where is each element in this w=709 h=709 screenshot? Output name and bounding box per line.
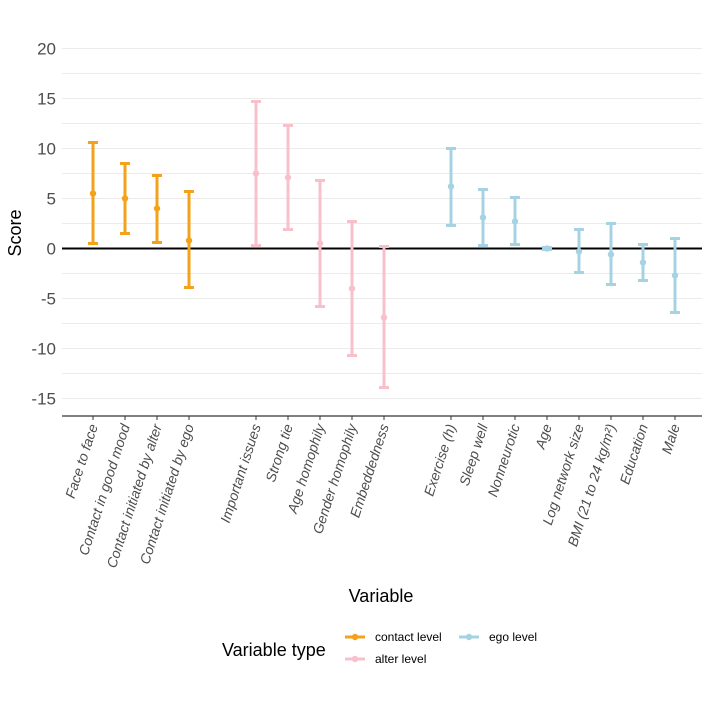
error-bar — [379, 245, 389, 389]
y-tick-labels: -15 -10 -5 0 5 10 15 20 — [31, 40, 56, 409]
y-tick-label: 0 — [47, 240, 56, 259]
error-bars — [88, 100, 680, 389]
estimate-point — [316, 240, 324, 247]
error-bar — [251, 100, 261, 247]
error-bar — [88, 141, 98, 245]
legend-entry: alter level — [345, 652, 426, 666]
legend-entry: ego level — [459, 630, 537, 644]
estimate-point — [575, 248, 583, 255]
y-axis-title: Score — [5, 209, 25, 256]
legend-key-point — [351, 655, 359, 663]
estimate-point — [284, 174, 292, 181]
error-bar — [315, 179, 325, 308]
error-bar — [184, 190, 194, 289]
error-bar — [120, 162, 130, 235]
x-tick-label: Important issues — [217, 422, 264, 525]
y-tick-label: 20 — [37, 40, 56, 59]
zero-line-layer — [62, 247, 702, 417]
legend-key-point — [465, 633, 473, 641]
estimate-point — [252, 170, 260, 177]
x-tick-label: Education — [616, 422, 651, 486]
legend-label: alter level — [375, 652, 426, 666]
estimate-point — [511, 218, 519, 225]
y-tick-label: -15 — [31, 390, 56, 409]
error-bar — [670, 237, 680, 314]
estimate-point — [479, 214, 487, 221]
estimate-point — [447, 183, 455, 190]
legend-title: Variable type — [222, 640, 326, 660]
estimate-point — [185, 237, 193, 244]
legend-entry: contact level — [345, 630, 442, 644]
error-bar — [478, 188, 488, 247]
error-bar — [152, 174, 162, 244]
estimate-point — [671, 272, 679, 279]
legend: Variable type contact level alter level eg… — [222, 630, 537, 666]
error-bar — [446, 147, 456, 227]
error-bar — [347, 220, 357, 357]
x-tick-label: Exercise (h) — [421, 422, 459, 498]
x-tick-label: Male — [658, 422, 683, 456]
x-axis-title: Variable — [349, 586, 414, 606]
error-bar — [574, 228, 584, 274]
grid-layer — [62, 48, 702, 399]
y-tick-label: 10 — [37, 140, 56, 159]
legend-label: contact level — [375, 630, 442, 644]
error-bar — [283, 124, 293, 231]
y-tick-label: -10 — [31, 340, 56, 359]
legend-key-point — [351, 633, 359, 641]
legend-entries: contact level alter level ego level — [345, 630, 537, 666]
y-tick-label: 15 — [37, 90, 56, 109]
estimate-point — [639, 259, 647, 266]
x-tick-label: Age — [532, 422, 555, 452]
estimate-point — [121, 195, 129, 202]
error-bar — [542, 245, 552, 252]
y-tick-label: -5 — [41, 290, 56, 309]
x-tick-label: Nonneurotic — [484, 422, 523, 499]
estimate-point — [348, 285, 356, 292]
error-bar — [638, 243, 648, 282]
estimate-point — [543, 245, 551, 252]
legend-label: ego level — [489, 630, 537, 644]
estimate-point — [607, 251, 615, 258]
estimate-point — [153, 205, 161, 212]
x-tick-label: Strong tie — [262, 422, 296, 484]
error-bar — [510, 196, 520, 246]
error-bar — [606, 222, 616, 286]
estimate-point — [380, 314, 388, 321]
y-tick-label: 5 — [47, 190, 56, 209]
estimate-point — [89, 190, 97, 197]
x-tick-label: Sleep well — [456, 421, 491, 487]
